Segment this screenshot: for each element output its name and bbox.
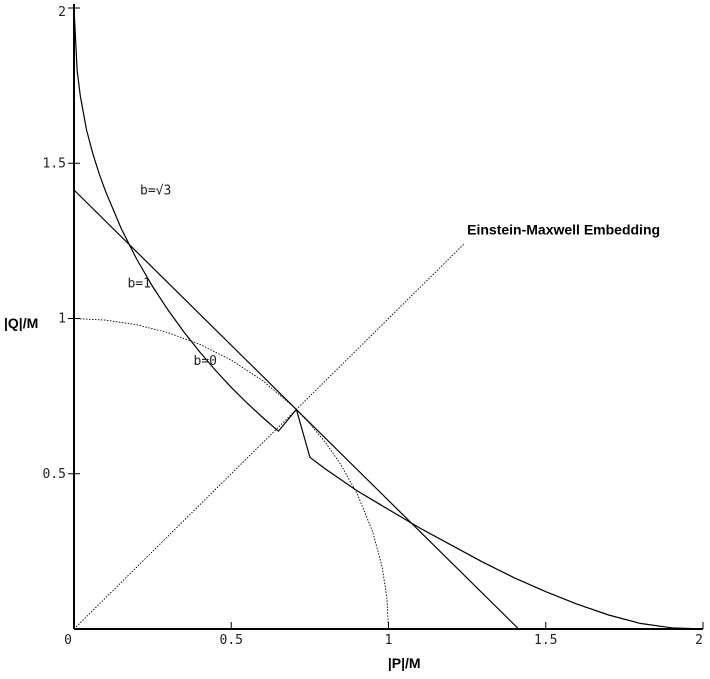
curve-label-1: b=1 [127, 276, 150, 291]
x-axis-title: |P|/M [388, 655, 421, 671]
ticks: 0 0.5 1 1.5 2 0.5 1 1.5 2 [43, 5, 704, 648]
curve-label-2: b=0 [194, 354, 217, 369]
series-line-0 [73, 7, 704, 630]
curve-labels: b=√3 b=1 b=0 Einstein-Maxwell Embedding [127, 183, 660, 369]
y-tick-label: 2 [58, 5, 66, 20]
annotation-label: Einstein-Maxwell Embedding [467, 222, 660, 238]
plot-area: 0 0.5 1 1.5 2 0.5 1 1.5 2 b=√3 b=1 b=0 Einstein-Max… [43, 4, 704, 648]
y-tick-label: 1 [58, 312, 66, 327]
curve-label-0: b=√3 [140, 183, 171, 198]
x-tick-label: 1 [385, 633, 393, 648]
curves [73, 7, 704, 630]
series-line-2 [73, 318, 389, 630]
x-tick-label: 0 [64, 633, 72, 648]
x-tick-label: 2 [695, 633, 703, 648]
y-axis-title: |Q|/M [4, 315, 38, 331]
series-line-3 [73, 243, 465, 630]
x-tick-label: 1.5 [534, 633, 557, 648]
y-tick-label: 1.5 [43, 156, 66, 171]
x-tick-label: 0.5 [220, 633, 243, 648]
y-tick-label: 0.5 [43, 467, 66, 482]
